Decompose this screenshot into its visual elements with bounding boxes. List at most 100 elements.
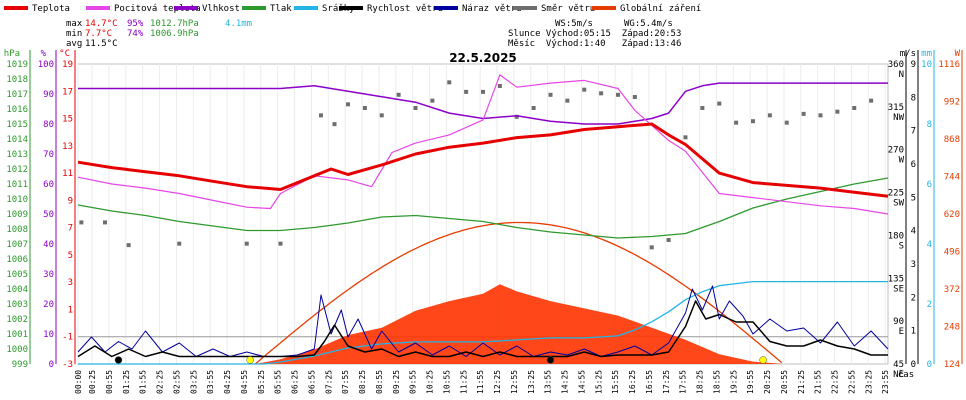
axis-degc-tick-1: 17 xyxy=(62,87,73,97)
x-tick-35: 17:25 xyxy=(662,370,671,394)
stat-min-press: 1006.9hPa xyxy=(150,29,199,39)
x-tick-13: 06:25 xyxy=(291,370,300,394)
axis-pct-tick-5: 50 xyxy=(43,210,54,220)
axis-degc-label: °C xyxy=(59,49,70,59)
axis-hpa-tick-2: 1017 xyxy=(6,90,28,100)
stat-moon: Měsíc Východ:1:40 Západ:13:46 xyxy=(508,39,681,49)
axis-wm2-tick-3: 744 xyxy=(944,173,960,183)
wind-dir-point-26 xyxy=(649,245,654,250)
x-tick-37: 18:25 xyxy=(696,370,705,394)
axis-hpa-tick-5: 1014 xyxy=(6,135,28,145)
x-tick-8: 03:55 xyxy=(206,370,215,394)
axis-pct-tick-0: 100 xyxy=(38,60,54,70)
axis-hpa-tick-16: 1003 xyxy=(6,300,28,310)
legend-swatch-3 xyxy=(242,6,266,10)
wind-dir-point-37 xyxy=(835,109,840,114)
axis-ms-tick-7: 2 xyxy=(911,293,916,303)
legend-swatch-7 xyxy=(513,6,537,10)
axis-hpa-tick-17: 1002 xyxy=(6,315,28,325)
axis-wm2-tick-2: 868 xyxy=(944,135,960,145)
x-tick-4: 01:55 xyxy=(139,370,148,394)
wind-dir-point-39 xyxy=(869,98,874,103)
axis-hpa-tick-1: 1018 xyxy=(6,75,28,85)
wind-dir-point-4 xyxy=(244,241,249,246)
axis-hpa-tick-3: 1016 xyxy=(6,105,28,115)
x-tick-26: 12:55 xyxy=(510,370,519,394)
axis-wm2-tick-5: 496 xyxy=(944,248,960,258)
axis-pct-tick-4: 60 xyxy=(43,180,54,190)
axis-wdir-tick-3-b: SW xyxy=(893,199,904,209)
wind-dir-point-6 xyxy=(319,113,323,118)
stat-min-temp: 7.7°C xyxy=(85,29,112,39)
axis-hpa-tick-20: 999 xyxy=(12,360,28,370)
stat-max-temp: 14.7°C xyxy=(85,19,118,29)
wind-dir-point-12 xyxy=(413,106,418,110)
legend-swatch-8 xyxy=(592,6,616,10)
wind-dir-point-7 xyxy=(332,122,337,127)
x-axis: 00:00 00:25 00:55 01:25 01:55 02:25 02:55 03:25… xyxy=(74,370,890,394)
x-tick-17: 08:25 xyxy=(358,370,367,394)
stat-wg: WG:5.4m/s xyxy=(624,19,673,29)
x-tick-30: 14:55 xyxy=(577,370,586,394)
x-tick-39: 19:25 xyxy=(729,370,738,394)
legend-label-7: Směr větru xyxy=(541,4,595,14)
axis-mm-tick-2: 6 xyxy=(927,180,932,190)
wind-dir-point-16 xyxy=(481,89,485,94)
stat-max-hum: 95% xyxy=(127,19,144,29)
wind-dir-point-30 xyxy=(717,101,722,106)
legend-swatch-2 xyxy=(174,6,198,10)
wind-dir-point-33 xyxy=(767,113,772,118)
axis-degc-tick-10: -1 xyxy=(62,333,73,343)
axis-ms-tick-6: 3 xyxy=(911,260,916,270)
wind-dir-point-13 xyxy=(430,98,435,103)
axis-hpa-tick-19: 1000 xyxy=(6,345,28,355)
wind-dir-point-34 xyxy=(784,120,789,125)
axis-ms-tick-2: 7 xyxy=(911,127,916,137)
stat-avg-temp: 11.5°C xyxy=(85,39,118,49)
x-tick-0: 00:00 xyxy=(74,370,83,394)
axis-wdir-tick-5-b: SE xyxy=(893,284,904,294)
axis-ms-tick-0: 9 xyxy=(911,60,916,70)
axis-hpa-tick-9: 1010 xyxy=(6,195,28,205)
axis-pct-tick-6: 40 xyxy=(43,240,54,250)
event-dot-3 xyxy=(759,356,767,364)
stat-max-label: max xyxy=(66,19,83,29)
event-dot-2 xyxy=(546,356,555,364)
x-tick-48: 23:55 xyxy=(881,370,890,394)
axis-hpa-tick-18: 1001 xyxy=(6,330,28,340)
axis-pct-tick-7: 30 xyxy=(43,270,54,280)
x-tick-23: 11:25 xyxy=(459,370,468,394)
axis-ms-tick-4: 5 xyxy=(911,193,916,203)
x-tick-47: 23:25 xyxy=(864,370,873,394)
legend-swatch-6 xyxy=(434,6,458,10)
wind-dir-point-14 xyxy=(447,80,452,85)
wind-dir-point-9 xyxy=(362,106,367,110)
axis-ms-tick-9: 0 xyxy=(911,360,916,370)
axis-degc-tick-4: 11 xyxy=(62,169,73,179)
legend-label-2: Vlhkost xyxy=(202,4,240,14)
axis-pct-tick-10: 0 xyxy=(49,360,54,370)
x-tick-15: 07:25 xyxy=(324,370,333,394)
wind-dir-point-32 xyxy=(751,119,755,124)
x-tick-25: 12:25 xyxy=(493,370,502,394)
axis-wm2-tick-0: 1116 xyxy=(938,60,960,70)
x-tick-11: 05:25 xyxy=(257,370,266,394)
x-tick-24: 11:55 xyxy=(476,370,485,394)
legend-swatch-1 xyxy=(86,6,110,10)
axis-wdir-tick-7: 45 xyxy=(893,360,904,370)
event-dot-0 xyxy=(114,356,123,364)
axis-wdir-tick-4-b: S xyxy=(899,241,904,251)
axis-wm2-tick-6: 372 xyxy=(944,285,960,295)
legend-label-5: Rychlost větru xyxy=(367,4,443,14)
stats-block: max 14.7°C 95% 1012.7hPa 4.1mm min 7.7°C… xyxy=(66,19,681,49)
x-tick-42: 20:55 xyxy=(780,370,789,394)
axis-degc-tick-9: 1 xyxy=(68,305,73,315)
series-solar-area xyxy=(78,284,888,364)
x-tick-28: 13:55 xyxy=(544,370,553,394)
axis-degc-tick-2: 15 xyxy=(62,115,73,125)
axis-wdir-tick-0: 360 xyxy=(888,60,904,70)
legend-swatch-0 xyxy=(4,6,28,10)
axis-pct-tick-3: 70 xyxy=(43,150,54,160)
axis-degc-tick-8: 3 xyxy=(68,278,73,288)
